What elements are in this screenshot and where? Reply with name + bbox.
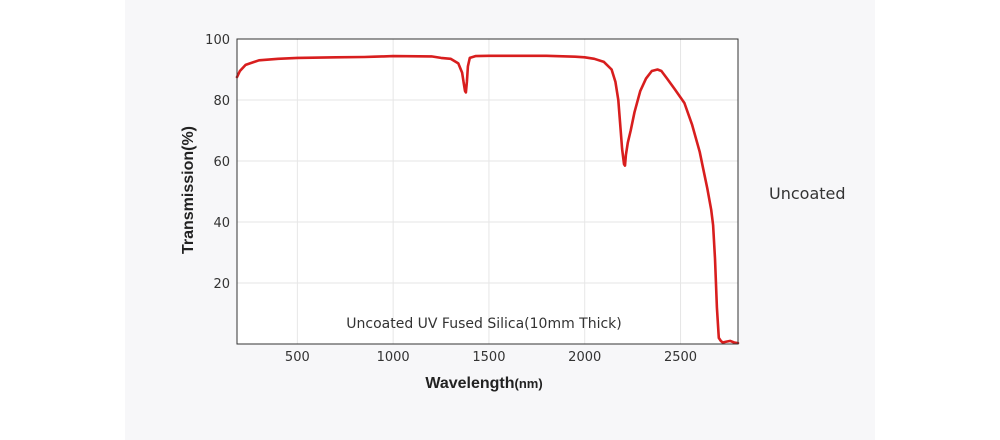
ticks: 500 1000 1500 2000 2500 20 40 60 80 100 [205,33,697,365]
chart-annotation: Uncoated UV Fused Silica(10mm Thick) [346,316,622,332]
x-tick-label: 1000 [377,350,410,365]
x-tick-label: 500 [285,350,310,365]
y-tick-label: 40 [213,216,230,231]
y-tick-label: 80 [213,94,230,109]
grid [237,39,738,344]
x-tick-label: 2500 [664,350,697,365]
x-axis-label-unit: (nm) [515,376,543,391]
y-axis-label: Transmission(%) [180,126,197,254]
y-tick-label: 60 [213,155,230,170]
x-tick-label: 1500 [472,350,505,365]
plot-frame [236,38,739,345]
series-line [235,54,740,345]
side-label: Uncoated [769,184,846,203]
plot-area [237,39,738,344]
y-tick-label: 20 [213,277,230,292]
x-tick-label: 2000 [568,350,601,365]
x-axis-label: Wavelength(nm) [425,375,542,392]
y-tick-label: 100 [205,33,230,48]
x-axis-label-main: Wavelength [425,375,514,392]
